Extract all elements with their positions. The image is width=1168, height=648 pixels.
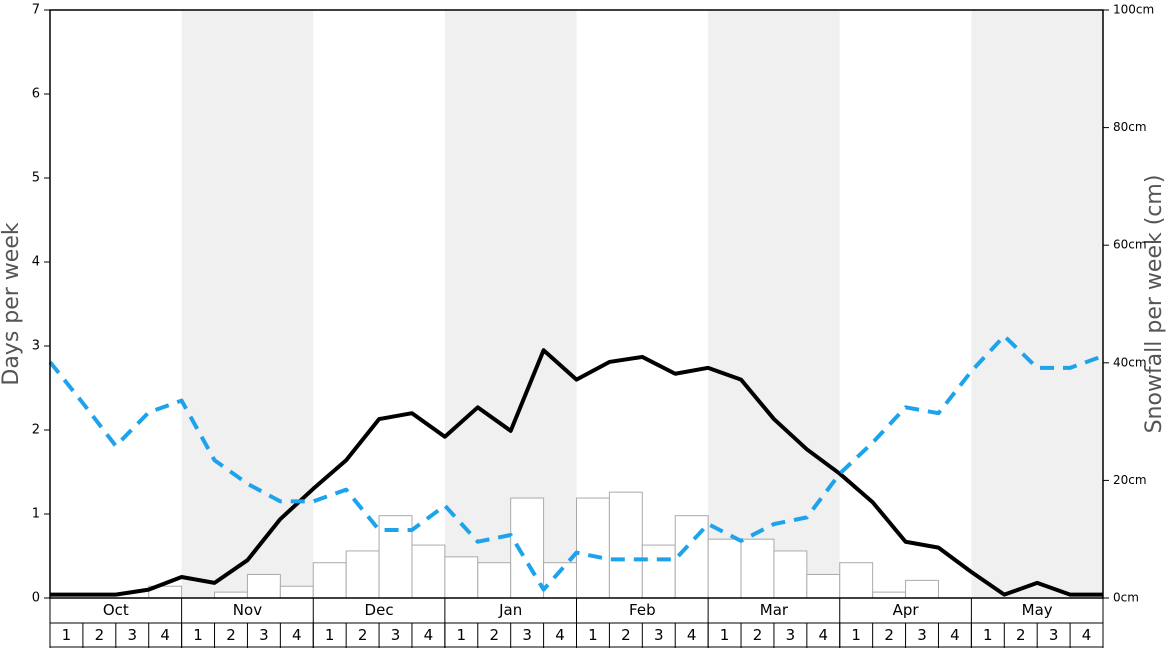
week-label: 1: [851, 626, 861, 644]
snowfall-bar: [872, 591, 907, 599]
month-label: Dec: [365, 601, 394, 619]
snowfall-bar: [510, 497, 545, 599]
snowfall-bar: [345, 550, 380, 599]
y2-tick-label: 60cm: [1113, 238, 1147, 252]
month-label: May: [1022, 601, 1053, 619]
snowfall-bar: [740, 538, 775, 599]
snowfall-bar: [707, 538, 742, 599]
y-axis-title: Days per week: [0, 222, 24, 385]
week-label: 2: [621, 626, 631, 644]
week-label: 1: [325, 626, 335, 644]
week-label: 4: [160, 626, 170, 644]
snowfall-bar: [773, 550, 808, 599]
week-label: 3: [522, 626, 532, 644]
snowfall-bar: [214, 591, 248, 599]
week-label: 2: [884, 626, 894, 644]
snowfall-bar: [312, 562, 347, 599]
series-line: [50, 348, 1103, 597]
week-label: 1: [457, 626, 467, 644]
week-label: 3: [786, 626, 796, 644]
y-tick-label: 3: [32, 339, 40, 354]
week-label: 1: [588, 626, 598, 644]
week-label: 1: [720, 626, 730, 644]
week-label: 3: [1049, 626, 1059, 644]
week-label: 4: [424, 626, 434, 644]
snowfall-bar: [279, 585, 314, 599]
y-tick-label: 4: [32, 255, 40, 270]
week-label: 2: [358, 626, 368, 644]
y-tick-label: 7: [32, 3, 40, 18]
week-label: 1: [983, 626, 993, 644]
y2-tick-label: 40cm: [1113, 355, 1147, 369]
snowfall-bar: [444, 556, 479, 599]
y-tick-label: 0: [32, 591, 40, 606]
week-label: 3: [127, 626, 137, 644]
week-label: 2: [489, 626, 499, 644]
month-label: Oct: [103, 601, 129, 619]
week-label: 4: [819, 626, 829, 644]
week-label: 2: [95, 626, 105, 644]
snowfall-bar: [839, 562, 874, 599]
snowfall-bar: [806, 573, 841, 599]
snowfall-bar: [411, 544, 446, 599]
month-label: Feb: [629, 601, 656, 619]
month-band: [971, 10, 1103, 598]
month-label: Mar: [760, 601, 789, 619]
y-tick-label: 1: [32, 507, 40, 522]
month-band: [708, 10, 840, 598]
week-label: 1: [62, 626, 72, 644]
month-label: Jan: [498, 601, 522, 619]
snowfall-bar: [641, 544, 676, 599]
snowfall-bar: [608, 491, 643, 599]
snowfall-bar: [905, 579, 939, 599]
month-label: Apr: [893, 601, 920, 619]
series-line: [48, 333, 1104, 592]
week-label: 2: [1016, 626, 1026, 644]
week-label: 3: [654, 626, 664, 644]
y-tick-label: 6: [32, 87, 40, 102]
week-label: 3: [391, 626, 401, 644]
week-label: 3: [917, 626, 927, 644]
week-label: 3: [259, 626, 269, 644]
week-label: 4: [950, 626, 960, 644]
y-tick-label: 2: [32, 423, 40, 438]
week-label: 4: [555, 626, 565, 644]
week-label: 2: [226, 626, 236, 644]
week-label: 4: [1082, 626, 1092, 644]
y2-tick-label: 100cm: [1113, 3, 1154, 17]
week-label: 2: [753, 626, 763, 644]
snowfall-bar: [543, 562, 577, 599]
snowfall-bar: [477, 562, 512, 599]
week-label: 4: [687, 626, 697, 644]
week-label: 4: [292, 626, 302, 644]
snowfall-bar: [576, 497, 610, 599]
y2-tick-label: 80cm: [1113, 120, 1147, 134]
y2-tick-label: 20cm: [1113, 473, 1147, 487]
y-tick-label: 5: [32, 171, 40, 186]
week-label: 1: [193, 626, 203, 644]
y2-axis-title: Snowfall per week (cm): [1142, 175, 1167, 434]
snowfall-bar: [246, 573, 281, 599]
month-band: [181, 10, 314, 598]
month-label: Nov: [233, 601, 262, 619]
y2-tick-label: 0cm: [1113, 591, 1139, 605]
